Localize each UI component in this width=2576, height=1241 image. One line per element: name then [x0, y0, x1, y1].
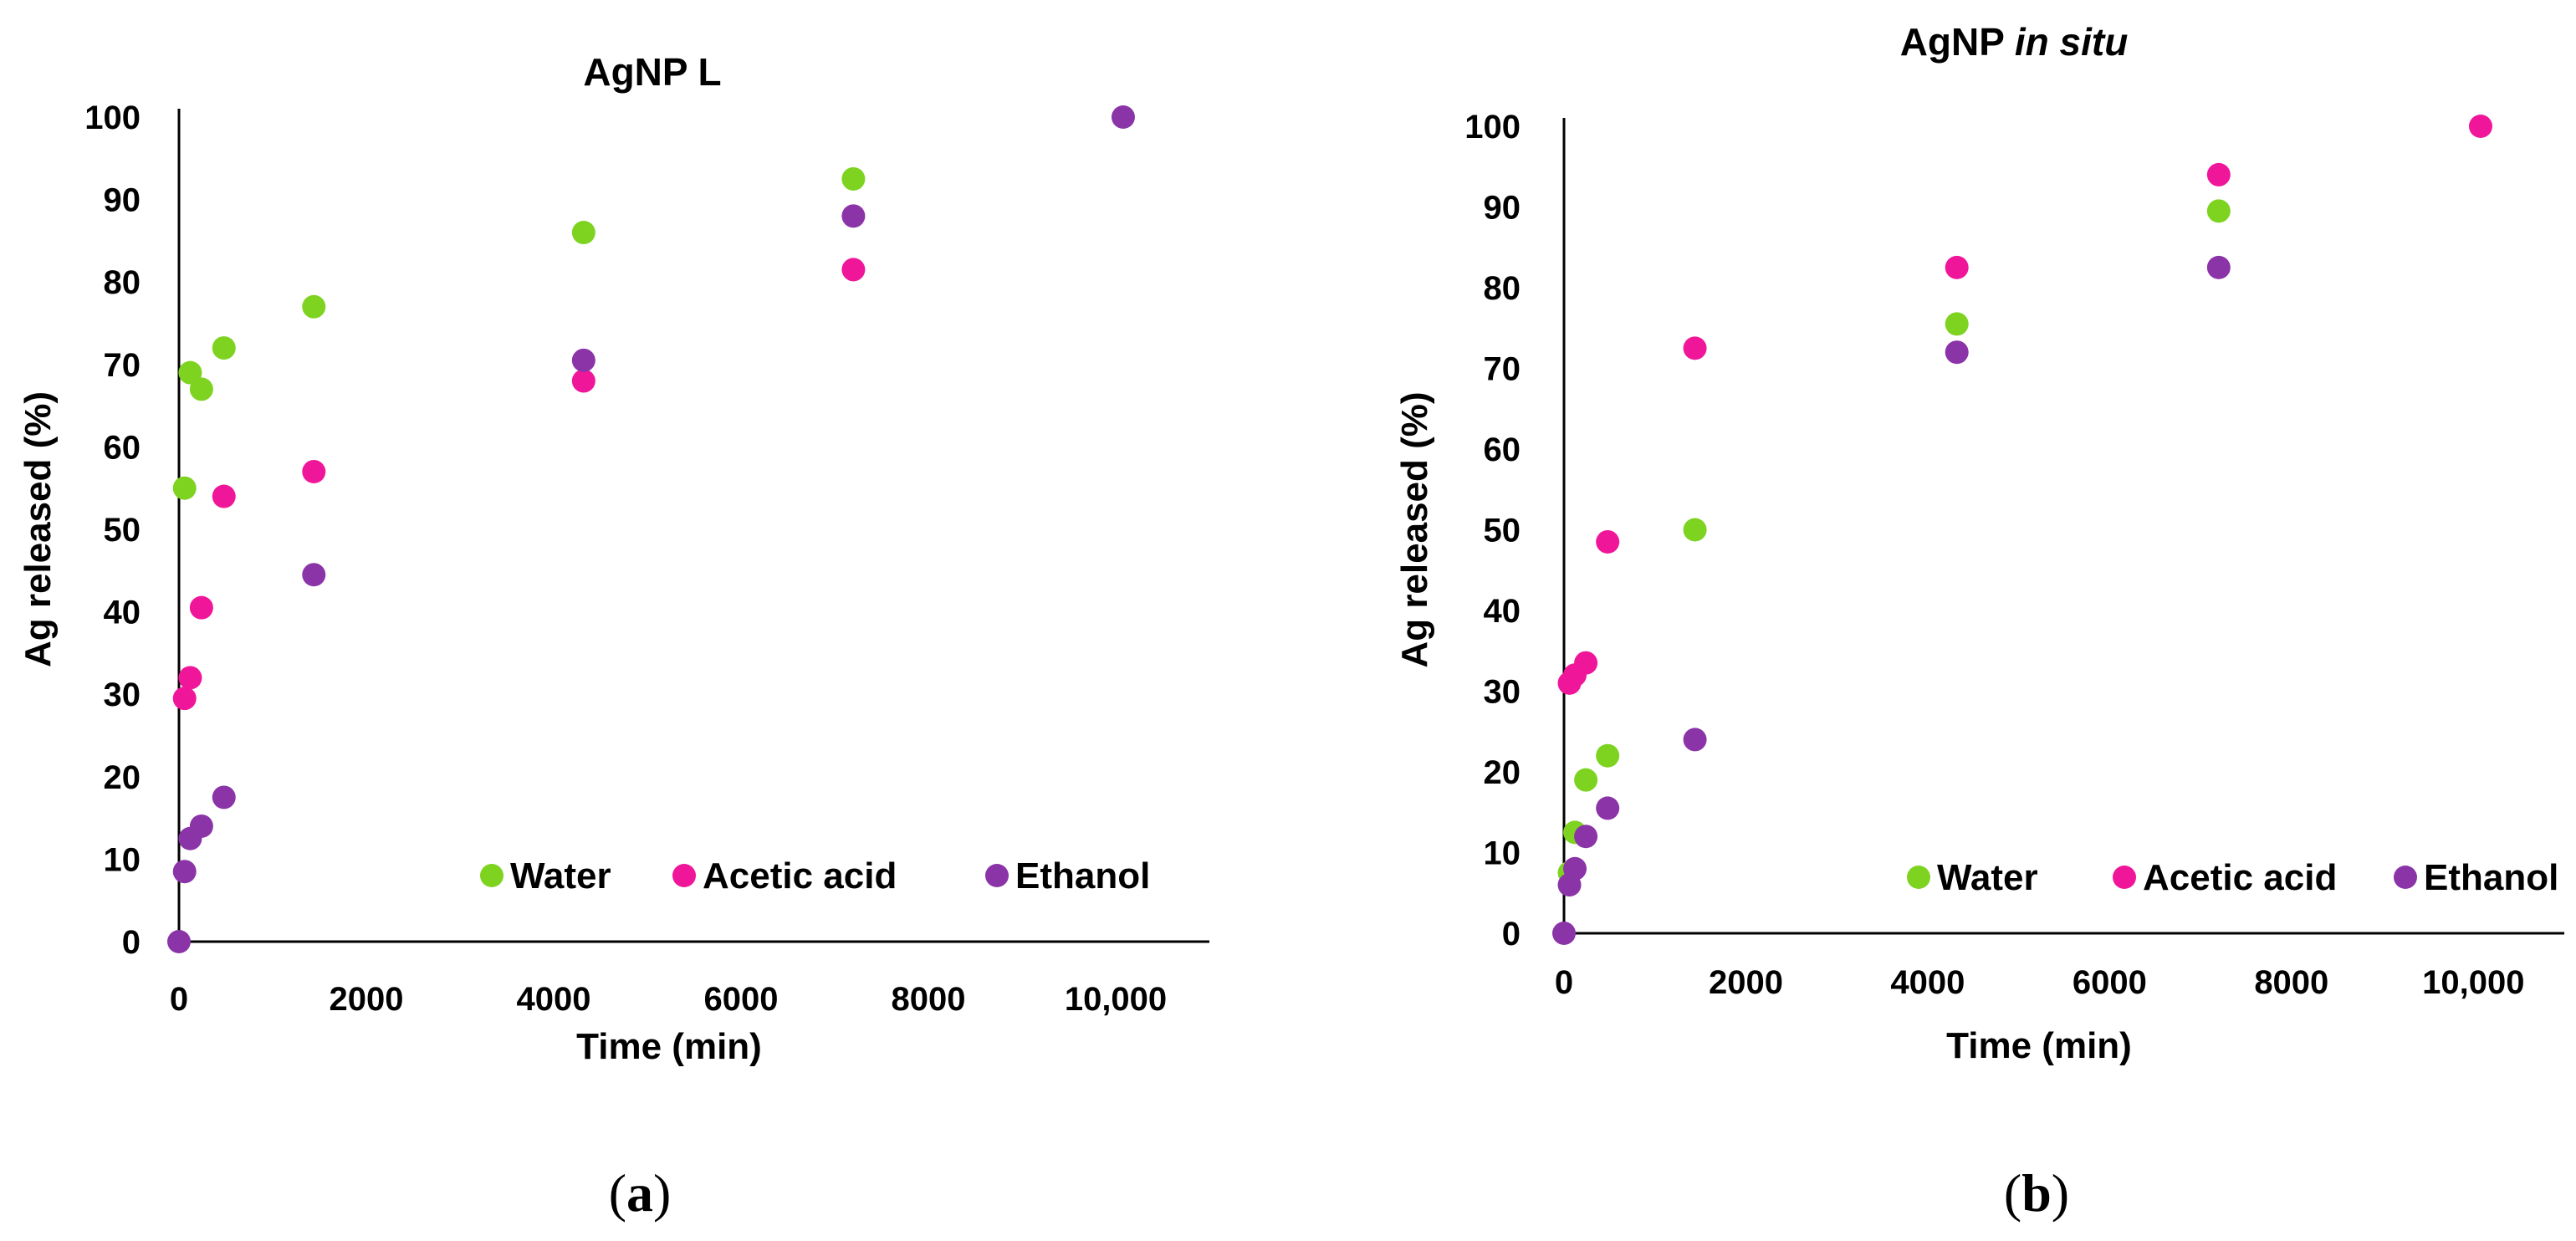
- data-point-water: [172, 476, 197, 500]
- data-point-ethanol: [167, 930, 191, 953]
- y-tick-label: 80: [104, 264, 141, 301]
- x-tick-label: 10,000: [2422, 964, 2524, 1001]
- y-tick-label: 90: [104, 182, 141, 219]
- y-tick-label: 50: [104, 512, 141, 549]
- y-tick-label: 50: [1484, 513, 1521, 549]
- y-tick-label: 30: [1484, 674, 1521, 711]
- data-point-acetic-acid: [189, 595, 213, 620]
- data-point-water: [302, 294, 326, 319]
- chart-a: AgNP L 0 10 20 30 40 50 60 70 80 90 100 0 2000 4000 600…: [18, 50, 1209, 1223]
- data-point-acetic-acid: [1596, 529, 1620, 554]
- data-point-ethanol: [172, 860, 197, 884]
- y-tick-label: 30: [104, 677, 141, 713]
- data-point-acetic-acid: [302, 459, 326, 483]
- data-point-ethanol: [1111, 105, 1135, 129]
- legend-marker-acetic-acid: [672, 864, 696, 887]
- data-point-water: [571, 221, 595, 245]
- y-tick-label: 40: [1484, 593, 1521, 630]
- chart-b: AgNP in situ 0 10 20 30 40 50 60 70 80 90 100 0 2000 4…: [1394, 20, 2564, 1223]
- data-point-acetic-acid: [178, 666, 202, 690]
- legend-marker-water: [1907, 866, 1930, 889]
- panel-caption: (a): [609, 1163, 672, 1223]
- data-point-water: [189, 377, 213, 401]
- x-tick-label: 6000: [2073, 964, 2147, 1001]
- y-tick-label: 10: [104, 841, 141, 878]
- panel-caption: (b): [2004, 1163, 2069, 1223]
- data-point-ethanol: [302, 563, 326, 587]
- data-point-water: [1683, 518, 1707, 542]
- y-tick-label: 20: [1484, 754, 1521, 791]
- legend-marker-acetic-acid: [2113, 866, 2136, 889]
- data-point-acetic-acid: [172, 687, 197, 711]
- chart-title: AgNP L: [583, 50, 721, 94]
- data-point-acetic-acid: [1945, 255, 1969, 279]
- data-point-ethanol: [1574, 825, 1598, 849]
- data-point-ethanol: [2206, 255, 2231, 279]
- data-point-water: [1574, 768, 1598, 792]
- y-tick-label: 10: [1484, 835, 1521, 872]
- data-point-ethanol: [189, 814, 213, 838]
- x-axis-title: Time (min): [1946, 1025, 2132, 1066]
- x-tick-label: 8000: [2254, 964, 2328, 1001]
- data-point-acetic-acid: [1683, 336, 1707, 360]
- data-point-water: [1945, 312, 1969, 336]
- data-point-ethanol: [212, 785, 236, 809]
- legend-marker-ethanol: [2394, 866, 2417, 889]
- y-tick-label: 20: [104, 759, 141, 796]
- data-point-acetic-acid: [1574, 651, 1598, 675]
- x-tick-label: 8000: [892, 981, 966, 1018]
- data-point-water: [178, 360, 202, 385]
- data-point-ethanol: [1683, 728, 1707, 752]
- x-tick-label: 0: [170, 981, 188, 1018]
- legend-label-acetic-acid: Acetic acid: [703, 855, 897, 896]
- data-point-acetic-acid: [2468, 115, 2492, 138]
- x-tick-label: 0: [1555, 964, 1573, 1001]
- y-tick-label: 0: [1502, 916, 1521, 952]
- x-tick-label: 6000: [704, 981, 779, 1018]
- data-point-ethanol: [1552, 922, 1576, 945]
- data-point-water: [2206, 199, 2231, 223]
- y-tick-label: 100: [1464, 109, 1521, 146]
- legend-marker-water: [480, 864, 503, 887]
- y-tick-label: 80: [1484, 270, 1521, 307]
- data-point-ethanol: [841, 204, 866, 228]
- legend-label-ethanol: Ethanol: [1015, 855, 1150, 896]
- x-tick-label: 2000: [330, 981, 404, 1018]
- x-tick-label: 4000: [1890, 964, 1965, 1001]
- data-point-acetic-acid: [841, 258, 866, 282]
- legend-label-water: Water: [510, 855, 611, 896]
- legend-marker-ethanol: [985, 864, 1009, 887]
- y-axis-title: Ag released (%): [1394, 391, 1435, 667]
- y-tick-label: 40: [104, 595, 141, 631]
- legend-label-acetic-acid: Acetic acid: [2143, 857, 2337, 898]
- x-tick-label: 10,000: [1065, 981, 1167, 1018]
- x-tick-label: 2000: [1709, 964, 1783, 1001]
- y-tick-label: 100: [84, 100, 141, 136]
- y-tick-label: 60: [1484, 432, 1521, 468]
- y-tick-label: 0: [122, 924, 141, 961]
- y-tick-label: 60: [104, 429, 141, 466]
- data-point-ethanol: [571, 348, 595, 372]
- data-point-water: [212, 336, 236, 360]
- data-point-ethanol: [1563, 856, 1587, 881]
- data-point-water: [841, 166, 866, 191]
- x-tick-label: 4000: [517, 981, 591, 1018]
- data-point-ethanol: [1596, 796, 1620, 820]
- y-axis-title: Ag released (%): [18, 391, 59, 667]
- y-tick-label: 70: [104, 347, 141, 384]
- y-tick-label: 90: [1484, 190, 1521, 227]
- x-axis-title: Time (min): [576, 1026, 762, 1067]
- legend-label-ethanol: Ethanol: [2424, 857, 2558, 898]
- data-point-acetic-acid: [2206, 162, 2231, 186]
- y-tick-label: 70: [1484, 351, 1521, 388]
- data-point-water: [1596, 743, 1620, 768]
- chart-title: AgNP in situ: [1900, 20, 2129, 64]
- data-point-acetic-acid: [212, 484, 236, 508]
- data-point-ethanol: [1945, 340, 1969, 365]
- data-point-acetic-acid: [571, 369, 595, 393]
- legend-label-water: Water: [1937, 857, 2038, 898]
